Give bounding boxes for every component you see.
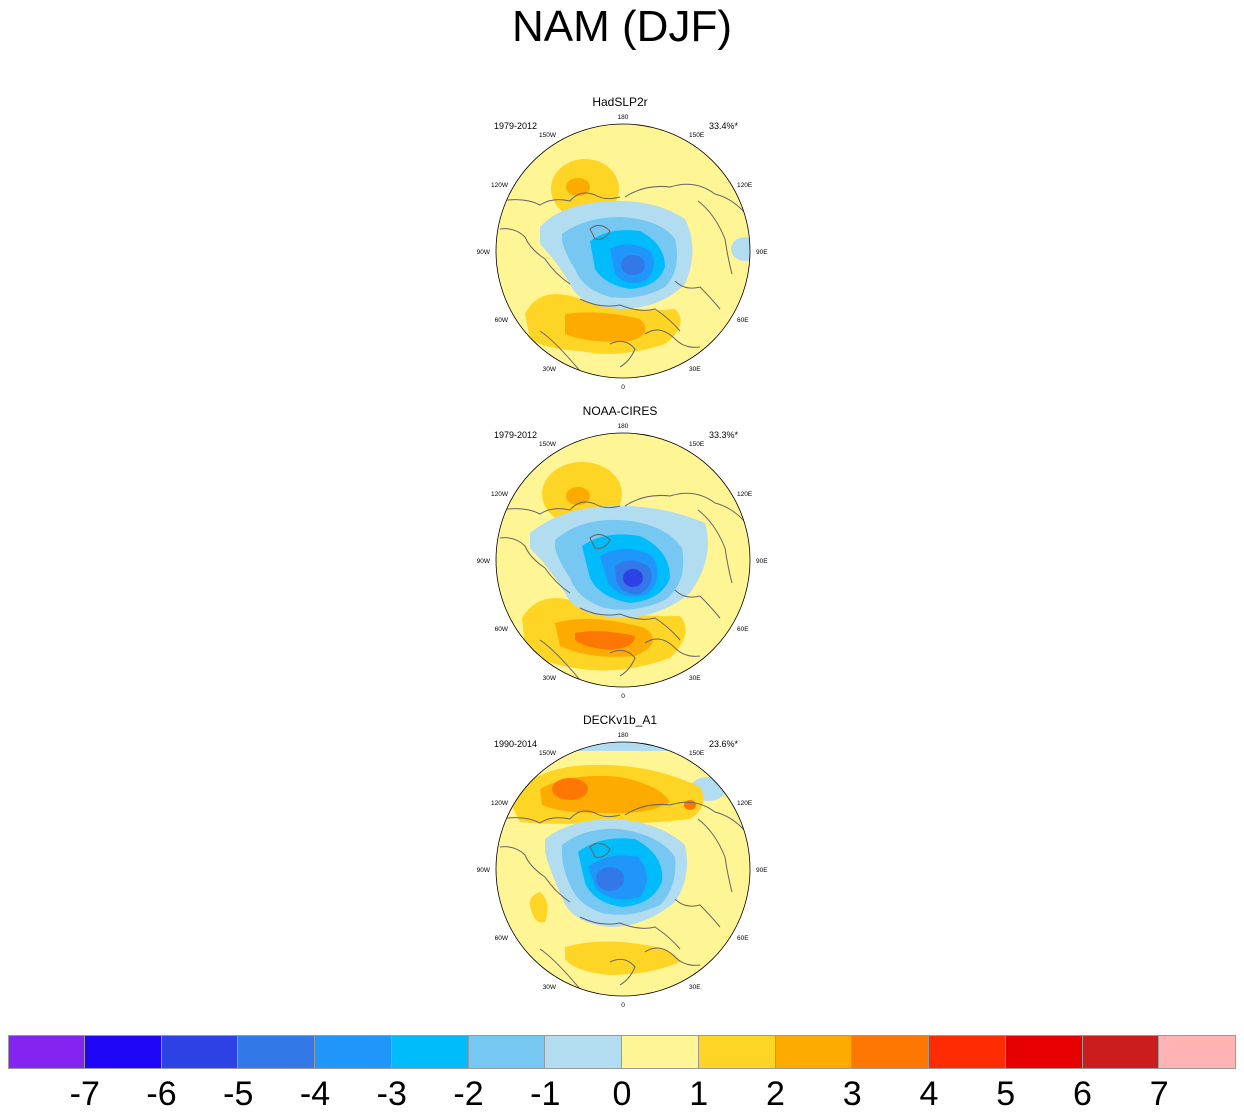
lon-label: 60E [737,626,749,633]
colorbar-swatch [468,1035,546,1069]
colorbar [8,1035,1236,1069]
lon-label: 30W [543,366,557,373]
figure-title: NAM (DJF) [512,2,732,51]
lon-label: 60W [495,935,509,942]
lon-label: 120W [491,182,509,189]
panel-variance: 33.4%* [709,121,739,131]
coastlines [499,492,750,681]
anomaly-field [496,124,750,378]
panel-period: 1990-2014 [494,739,538,749]
polar-map: 180 150E 120E 90E 60E 30E 0 30W 60W 90W … [477,114,769,391]
lon-label: 60W [495,626,509,633]
colorbar-tick-label: -1 [530,1075,561,1113]
lon-label: 120W [491,800,509,807]
panel-period: 1979-2012 [494,430,538,440]
lon-label: 30W [543,675,557,682]
colorbar-tick-label: 7 [1149,1075,1169,1113]
lon-label: 0 [621,1002,625,1009]
colorbar-swatch [8,1035,85,1069]
colorbar-swatch [775,1035,853,1069]
lon-label: 90W [477,867,491,874]
panel-title: DECKv1b_A1 [582,713,658,727]
lon-label: 150E [689,750,705,757]
colorbar-swatch [161,1035,239,1069]
lon-label: 0 [621,384,625,391]
lon-label: 120W [491,491,509,498]
colorbar-swatch [1159,1035,1236,1069]
lon-label: 0 [621,693,625,700]
map-panel-deckv1b-a1: DECKv1b_A1 1990-2014 23.6%* [470,713,770,1013]
colorbar-swatch [852,1035,929,1069]
polar-map: 180 150E 120E 90E 60E 30E 0 30W 60W 90W … [477,732,769,1009]
lon-label: 90E [756,867,768,874]
lon-label: 150E [689,441,705,448]
colorbar-swatch [84,1035,162,1069]
lon-label: 30W [543,984,557,991]
panel-variance: 23.6%* [709,739,739,749]
anomaly-field [496,742,750,996]
lon-label: 120E [737,182,753,189]
colorbar-tick-label: -4 [299,1075,331,1113]
lon-label: 30E [689,366,701,373]
lon-label: 30E [689,675,701,682]
lon-label: 60E [737,935,749,942]
colorbar-swatch [238,1035,315,1069]
colorbar-swatch [315,1035,392,1069]
colorbar-tick-label: 5 [996,1075,1016,1113]
colorbar-swatch [698,1035,776,1069]
colorbar-tick-label: 6 [1073,1075,1092,1113]
lon-label: 150W [539,441,557,448]
lon-label: 90E [756,249,768,256]
colorbar-tick-label: 0 [612,1075,632,1113]
lon-label: 60E [737,317,749,324]
panel-variance: 33.3%* [709,430,739,440]
colorbar-tick-label: 2 [766,1075,785,1113]
panel-title: HadSLP2r [592,95,648,109]
lon-label: 120E [737,800,753,807]
lon-label: 150E [689,132,705,139]
lon-label: 120E [737,491,753,498]
panel-period: 1979-2012 [494,121,538,131]
coastlines [499,801,750,990]
colorbar-swatch [1005,1035,1083,1069]
colorbar-swatch [622,1035,699,1069]
lon-label: 150W [539,750,557,757]
colorbar-tick-label: -3 [376,1075,407,1113]
coastlines [499,183,750,372]
anomaly-field [496,433,750,687]
lon-label: 30E [689,984,701,991]
map-panel-noaa-cires: NOAA-CIRES 1979-2012 33.3%* [470,404,770,704]
colorbar-swatch [1082,1035,1160,1069]
colorbar-tick-label: -2 [453,1075,484,1113]
colorbar-swatch [391,1035,469,1069]
colorbar-tick-label: 3 [842,1075,862,1113]
colorbar-tick-label: 4 [919,1075,939,1113]
polar-map: 180 150E 120E 90E 60E 30E 0 30W 60W 90W … [477,423,769,700]
panel-title: NOAA-CIRES [582,404,658,418]
colorbar-tick-label: 1 [689,1075,709,1113]
lon-label: 90E [756,558,768,565]
lon-label: 180 [618,732,629,739]
colorbar-tick-label: -5 [223,1075,254,1113]
lon-label: 90W [477,249,491,256]
colorbar-swatch [929,1035,1006,1069]
map-panel-hadslp2r: HadSLP2r 1979-2012 33.4%* [470,95,770,395]
lon-label: 90W [477,558,491,565]
colorbar-tick-label: -7 [69,1075,100,1113]
colorbar-tick-label: -6 [146,1075,177,1113]
lon-label: 180 [618,114,629,121]
colorbar-swatch [545,1035,622,1069]
lon-label: 150W [539,132,557,139]
lon-label: 60W [495,317,509,324]
lon-label: 180 [618,423,629,430]
